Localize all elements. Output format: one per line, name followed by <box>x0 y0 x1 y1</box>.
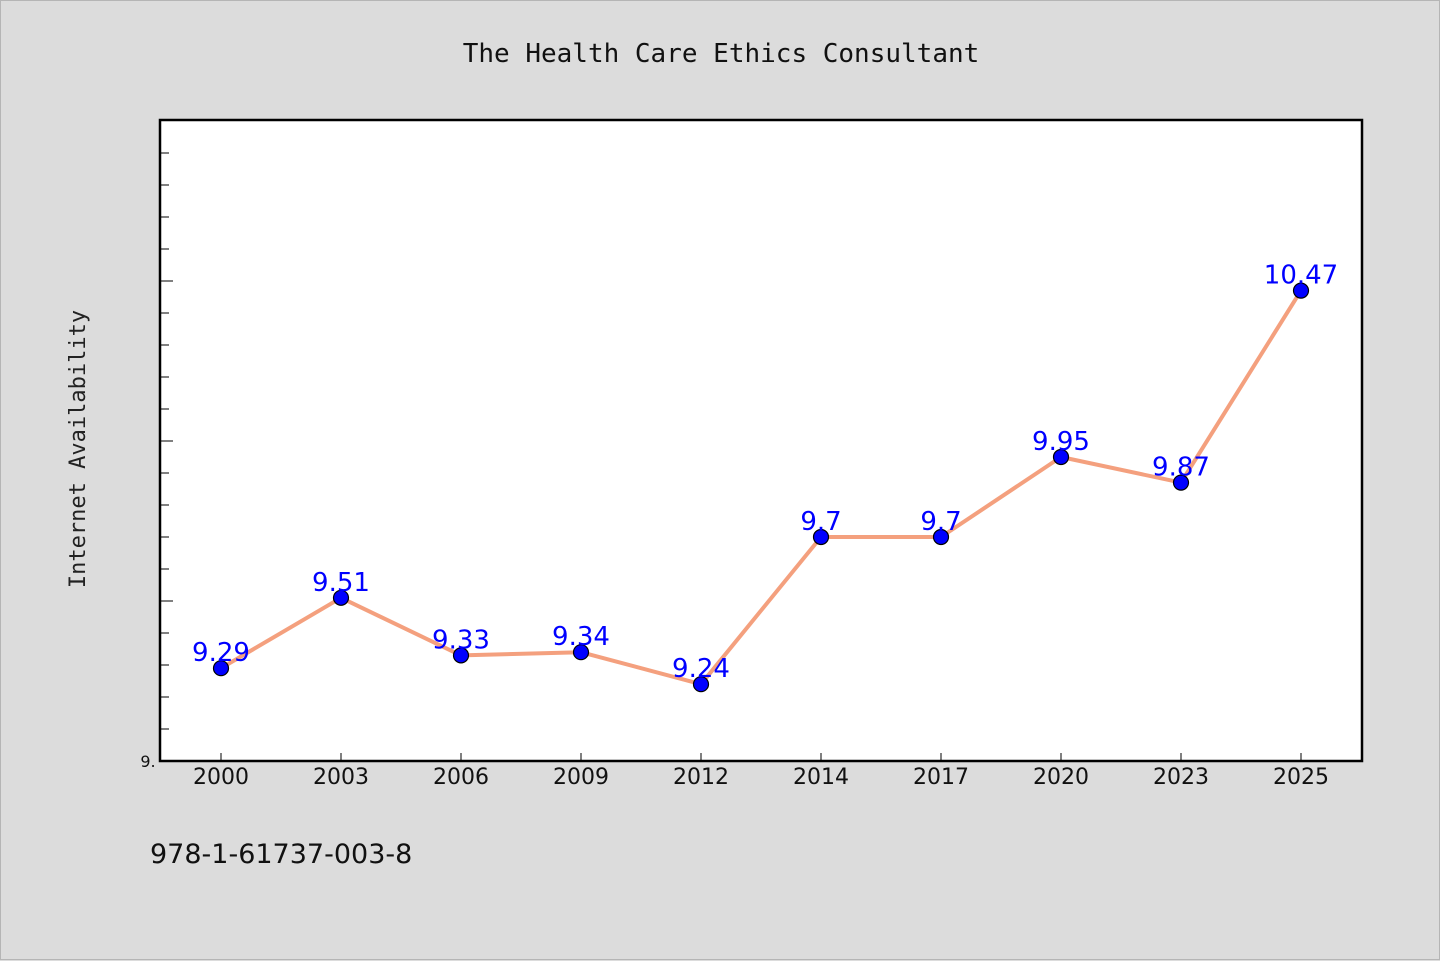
data-point-marker <box>812 528 830 546</box>
series-line <box>219 288 1303 687</box>
x-tick-label: 2020 <box>1033 765 1089 790</box>
x-tick-label: 2017 <box>913 765 969 790</box>
data-point-label: 9.95 <box>1032 427 1090 457</box>
x-axis-ticks: 2000 2003 2006 2009 2012 2014 2017 2020 2023 2025 <box>193 753 1329 790</box>
chart-title: The Health Care Ethics Consultant <box>463 39 980 69</box>
data-label-group: 9.29 9.51 9.33 9.34 9.24 9.7 9.7 9.95 9.87 10.47 <box>192 261 1338 685</box>
y-tick-label: 9. <box>140 752 155 771</box>
x-tick-label: 2014 <box>793 765 849 790</box>
x-tick-label: 2025 <box>1273 765 1329 790</box>
series-line-group <box>219 288 1303 687</box>
x-tick-label: 2000 <box>193 765 249 790</box>
x-tick-label: 2009 <box>553 765 609 790</box>
data-point-marker <box>692 676 710 693</box>
data-point-marker <box>452 647 470 664</box>
x-tick-label: 2012 <box>673 765 729 790</box>
footnote: 978-1-61737-003-8 <box>150 839 412 870</box>
data-point-label: 9.33 <box>432 625 490 655</box>
data-point-marker <box>932 528 950 546</box>
plot-area <box>158 118 1364 763</box>
data-point-label: 9.7 <box>920 507 961 537</box>
y-axis-label: Internet Availability <box>66 310 91 588</box>
x-tick-label: 2003 <box>313 765 369 790</box>
data-point-marker <box>1172 474 1190 491</box>
x-tick-label: 2006 <box>433 765 489 790</box>
data-point-label: 9.87 <box>1152 453 1210 483</box>
data-point-label: 9.24 <box>672 654 730 684</box>
data-point-label: 9.51 <box>312 568 370 598</box>
data-point-marker <box>1292 282 1310 299</box>
marker-group <box>212 282 1310 693</box>
x-tick-label: 2023 <box>1153 765 1209 790</box>
data-point-label: 9.34 <box>552 622 610 652</box>
data-point-marker <box>212 660 230 677</box>
data-point-label: 9.7 <box>800 507 841 537</box>
data-point-marker <box>572 644 590 661</box>
y-axis-ticks <box>161 152 173 762</box>
data-point-marker <box>332 589 350 606</box>
data-point-label: 10.47 <box>1264 261 1338 291</box>
data-point-marker <box>1052 448 1070 466</box>
data-point-label: 9.29 <box>192 638 250 668</box>
